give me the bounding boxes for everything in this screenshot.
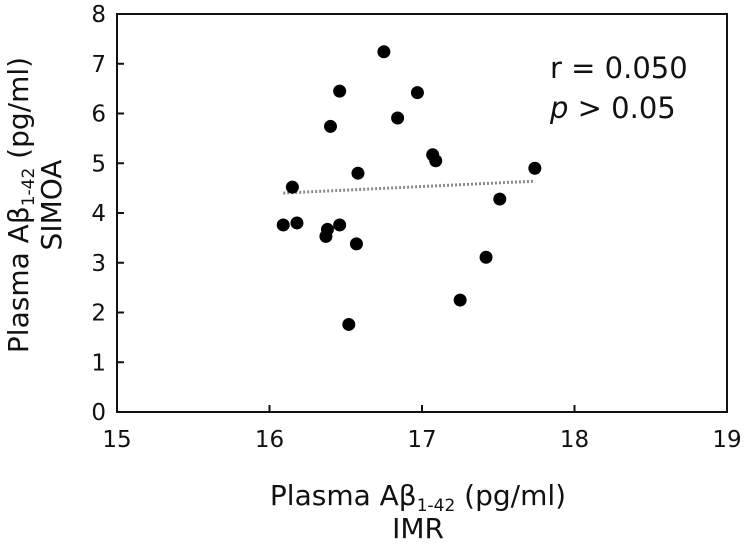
trendline [283, 179, 535, 195]
y-tick-label: 1 [91, 350, 106, 376]
data-point [479, 250, 493, 264]
data-point [391, 111, 405, 125]
trendline-group [283, 179, 535, 195]
x-tick-label: 15 [102, 427, 131, 453]
data-point [276, 218, 290, 232]
x-tick-label: 16 [255, 427, 284, 453]
p-annotation: p > 0.05 [549, 91, 676, 125]
data-point [377, 45, 391, 59]
x-axis-label-line2: IMR [392, 512, 444, 545]
data-point [285, 180, 299, 194]
x-tick-label: 18 [560, 427, 589, 453]
data-point [333, 218, 347, 232]
y-axis-label-sub: 1-42 [19, 168, 39, 207]
data-point [528, 161, 542, 175]
y-tick-label: 2 [91, 301, 106, 327]
data-point [333, 84, 347, 98]
data-point [453, 293, 467, 307]
x-axis-label-unit: (pg/ml) [455, 479, 566, 512]
x-tick-label: 17 [407, 427, 436, 453]
data-points [276, 45, 542, 331]
y-axis-label-line2: SIMOA [35, 160, 68, 251]
p-italic: p [549, 91, 568, 125]
x-tick-label: 19 [712, 427, 741, 453]
y-tick-label: 5 [91, 151, 106, 177]
y-axis-label-main: Plasma Aβ [2, 206, 35, 353]
data-point [290, 216, 304, 230]
data-point [342, 317, 356, 331]
y-tick-label: 6 [91, 102, 106, 128]
y-tick-label: 0 [91, 400, 106, 426]
y-tick-label: 3 [91, 251, 106, 277]
y-tick-label: 8 [91, 2, 106, 28]
data-point [320, 222, 334, 236]
x-axis-label-sub: 1-42 [417, 496, 456, 516]
y-tick-label: 4 [91, 201, 106, 227]
data-point [429, 154, 443, 168]
y-axis-label-unit: (pg/ml) [2, 57, 35, 168]
r-annotation: r = 0.050 [550, 51, 688, 85]
data-point [410, 86, 424, 100]
data-point [493, 192, 507, 206]
y-axis-label: Plasma Aβ1-42 (pg/ml) [2, 57, 39, 353]
data-point [324, 119, 337, 133]
y-tick-label: 7 [91, 52, 106, 78]
x-axis-label-main: Plasma Aβ [270, 479, 417, 512]
tick-labels: 15 16 17 18 19 0 1 2 3 4 5 6 7 8 [91, 2, 741, 453]
x-axis-label: Plasma Aβ1-42 (pg/ml) [270, 479, 566, 516]
data-point [351, 166, 365, 180]
p-rest: > 0.05 [568, 91, 675, 125]
data-point [349, 237, 363, 251]
